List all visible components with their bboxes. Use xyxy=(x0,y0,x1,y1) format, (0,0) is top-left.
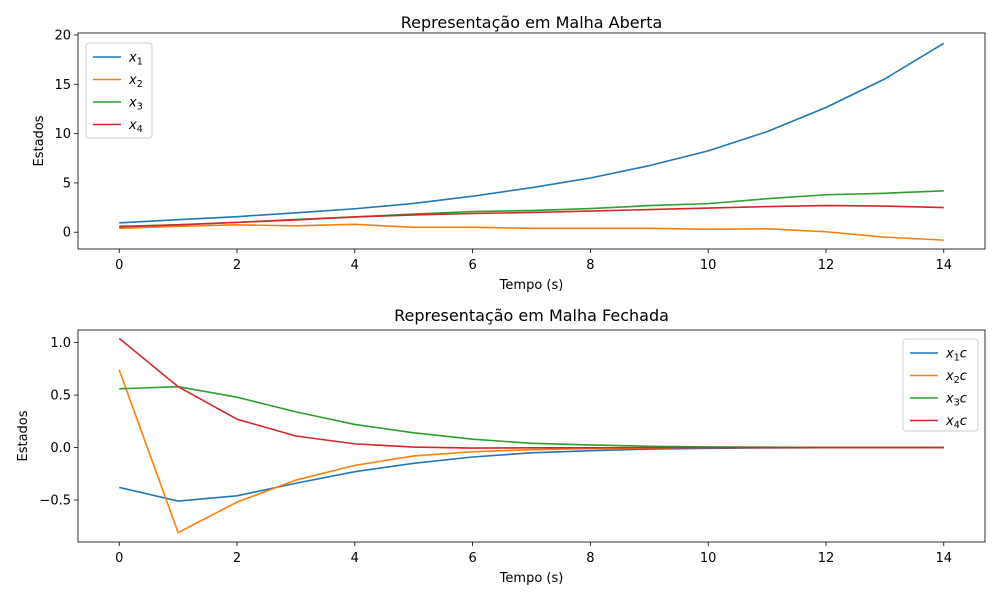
y-tick-label: 0.0 xyxy=(50,441,71,456)
x-tick-label: 4 xyxy=(351,258,359,273)
x-tick-label: 6 xyxy=(468,551,476,566)
x-axis-label: Tempo (s) xyxy=(499,278,564,293)
y-axis-label: Estados xyxy=(32,115,47,166)
legend-label-x1c: x1c xyxy=(945,347,967,364)
chart-title: Representação em Malha Aberta xyxy=(401,13,663,32)
legend-label-x3: x3 xyxy=(128,96,143,113)
x-tick-label: 10 xyxy=(700,551,717,566)
chart-open-loop: Representação em Malha Aberta 0 2 4 6 8 10 12 14… xyxy=(32,13,986,293)
legend-label-x2: x2 xyxy=(128,73,143,90)
series-line-x4c xyxy=(118,337,944,449)
series-line-x3c xyxy=(119,385,944,449)
chart-title: Representação em Malha Fechada xyxy=(394,306,669,325)
x-tick-label: 4 xyxy=(351,551,359,566)
series-line-x3 xyxy=(119,190,944,228)
series-line-x4 xyxy=(119,204,944,228)
y-tick-label: 5 xyxy=(63,176,71,191)
axes-frame xyxy=(77,32,986,250)
legend-box xyxy=(902,338,979,432)
y-tick-label: −0.5 xyxy=(39,494,71,509)
x-tick-label: 14 xyxy=(935,551,952,566)
x-tick-label: 2 xyxy=(233,551,241,566)
x-tick-label: 8 xyxy=(586,551,594,566)
legend-label-x4c: x4c xyxy=(945,414,967,431)
x-tick-label: 12 xyxy=(818,551,835,566)
legend: x1 x2 x3 x4 xyxy=(85,42,153,139)
y-axis-label: Estados xyxy=(16,410,31,461)
x-tick-label: 6 xyxy=(468,258,476,273)
chart-closed-loop: Representação em Malha Fechada 0 2 4 6 8 10 12 1… xyxy=(16,306,986,586)
legend-box xyxy=(85,42,153,139)
x-tick-label: 14 xyxy=(935,258,952,273)
legend: x1c x2c x3c x4c xyxy=(902,338,979,432)
legend-label-x4: x4 xyxy=(128,118,143,135)
legend-label-x3c: x3c xyxy=(945,392,967,409)
axes-frame xyxy=(77,329,986,543)
series-line-x1 xyxy=(119,42,945,224)
series-line-x1c xyxy=(119,446,944,502)
x-tick-label: 8 xyxy=(586,258,594,273)
x-tick-label: 10 xyxy=(700,258,717,273)
series-line-x2c xyxy=(118,369,944,534)
y-tick-label: 0 xyxy=(63,226,71,241)
x-tick-label: 0 xyxy=(115,258,123,273)
series-line-x2 xyxy=(119,223,944,241)
y-tick-label: 1.0 xyxy=(50,336,71,351)
x-tick-label: 12 xyxy=(818,258,835,273)
x-axis-label: Tempo (s) xyxy=(499,571,564,586)
legend-label-x1: x1 xyxy=(128,51,143,68)
legend-label-x2c: x2c xyxy=(945,369,967,386)
y-tick-label: 10 xyxy=(54,127,71,142)
y-tick-label: 20 xyxy=(54,28,71,43)
y-tick-label: 15 xyxy=(54,78,71,93)
x-tick-label: 2 xyxy=(233,258,241,273)
y-tick-label: 0.5 xyxy=(50,389,71,404)
x-tick-label: 0 xyxy=(115,551,123,566)
